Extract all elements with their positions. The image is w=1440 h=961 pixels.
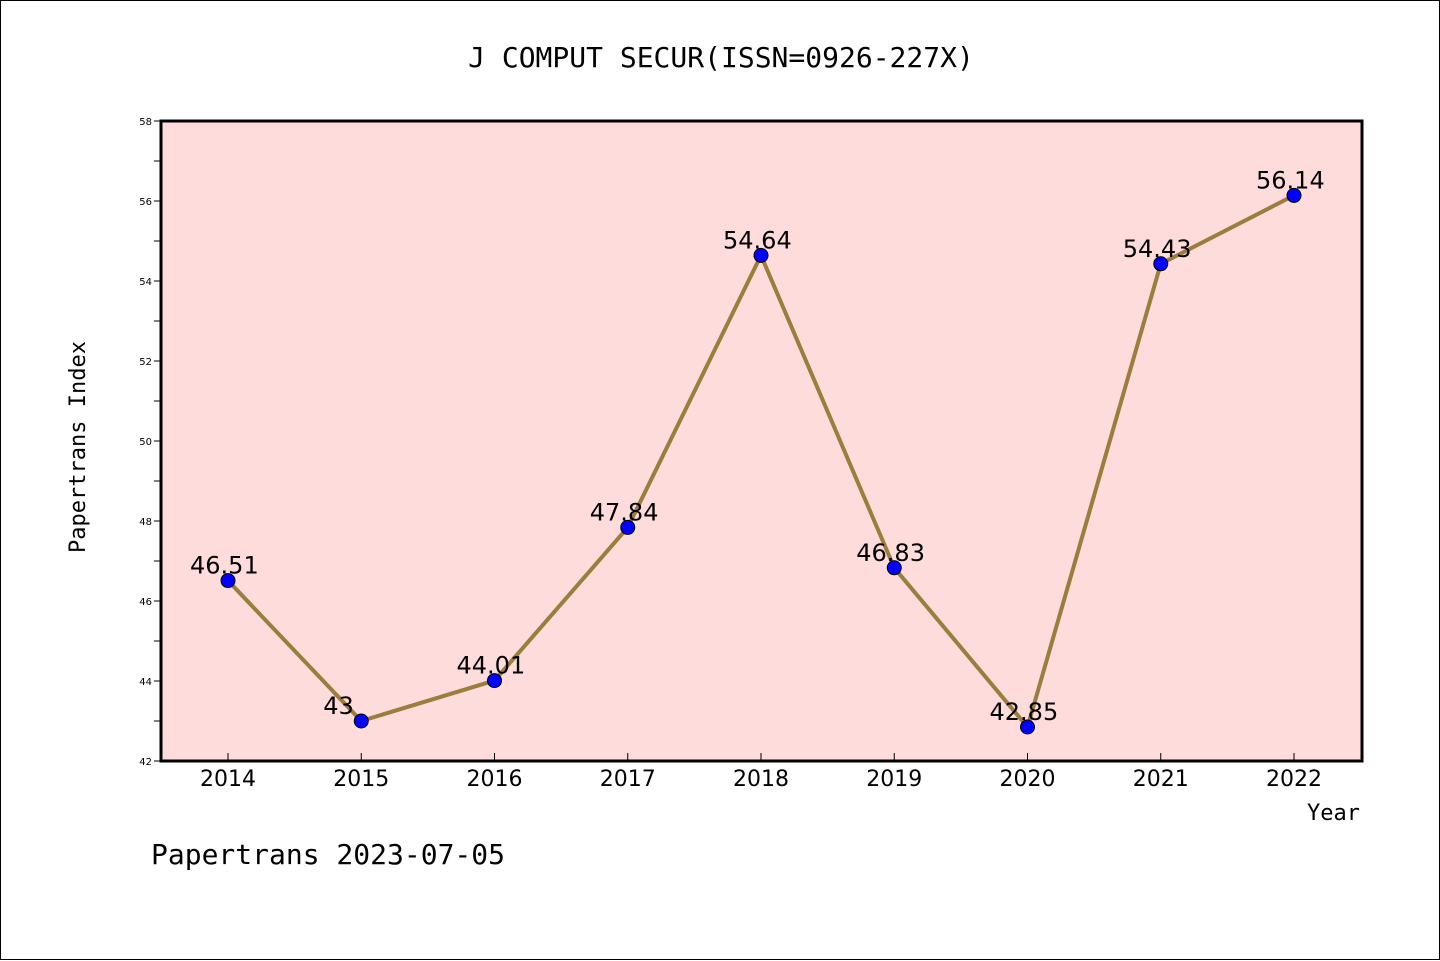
data-label: 43 <box>323 692 354 720</box>
plot-area <box>159 119 1364 763</box>
y-axis-label: Papertrans Index <box>66 341 91 553</box>
y-tick-label: 44 <box>139 677 152 688</box>
x-tick-label: 2022 <box>1266 767 1322 792</box>
y-tick-label: 50 <box>139 437 152 448</box>
data-point <box>886 560 902 576</box>
y-tick-label: 58 <box>139 117 152 128</box>
data-label: 54.64 <box>723 226 792 254</box>
data-point <box>753 247 769 263</box>
data-label: 46.51 <box>190 552 259 580</box>
x-tick-label: 2020 <box>1000 767 1056 792</box>
data-labels: 46.51 43 44.01 47.84 54.64 46.83 42.85 54.43 56.… <box>190 166 1325 726</box>
y-tick-label: 46 <box>139 597 152 608</box>
x-tick-label: 2014 <box>200 767 256 792</box>
data-point <box>620 519 636 535</box>
y-tick-label: 42 <box>139 757 152 768</box>
x-tick-label: 2019 <box>866 767 922 792</box>
data-label: 44.01 <box>457 652 526 680</box>
y-axis-ticks: 42 44 46 48 50 52 54 56 58 <box>139 117 161 768</box>
data-label: 54.43 <box>1123 235 1192 263</box>
chart-title: J COMPUT SECUR(ISSN=0926-227X) <box>468 41 974 74</box>
x-tick-label: 2017 <box>600 767 656 792</box>
data-label: 56.14 <box>1256 166 1325 194</box>
data-point <box>1153 256 1169 272</box>
y-tick-label: 52 <box>139 357 152 368</box>
footer-text: Papertrans 2023-07-05 <box>151 838 505 871</box>
data-point <box>1020 719 1035 735</box>
data-point <box>220 573 236 589</box>
x-tick-label: 2021 <box>1133 767 1189 792</box>
data-point <box>487 673 502 689</box>
data-label: 46.83 <box>856 539 925 567</box>
data-points <box>220 187 1302 735</box>
data-label: 47.84 <box>590 498 659 526</box>
x-tick-label: 2016 <box>467 767 523 792</box>
data-label: 42.85 <box>990 698 1059 726</box>
data-point <box>1286 187 1302 203</box>
y-tick-label: 54 <box>139 277 152 288</box>
data-point <box>353 713 369 729</box>
y-tick-label: 56 <box>139 197 152 208</box>
y-tick-label: 48 <box>139 517 152 528</box>
x-axis-ticks: 2014 2015 2016 2017 2018 2019 2020 2021 2022 <box>200 753 1322 792</box>
x-tick-label: 2018 <box>733 767 789 792</box>
x-tick-label: 2015 <box>333 767 389 792</box>
x-axis-label: Year <box>1307 801 1360 826</box>
